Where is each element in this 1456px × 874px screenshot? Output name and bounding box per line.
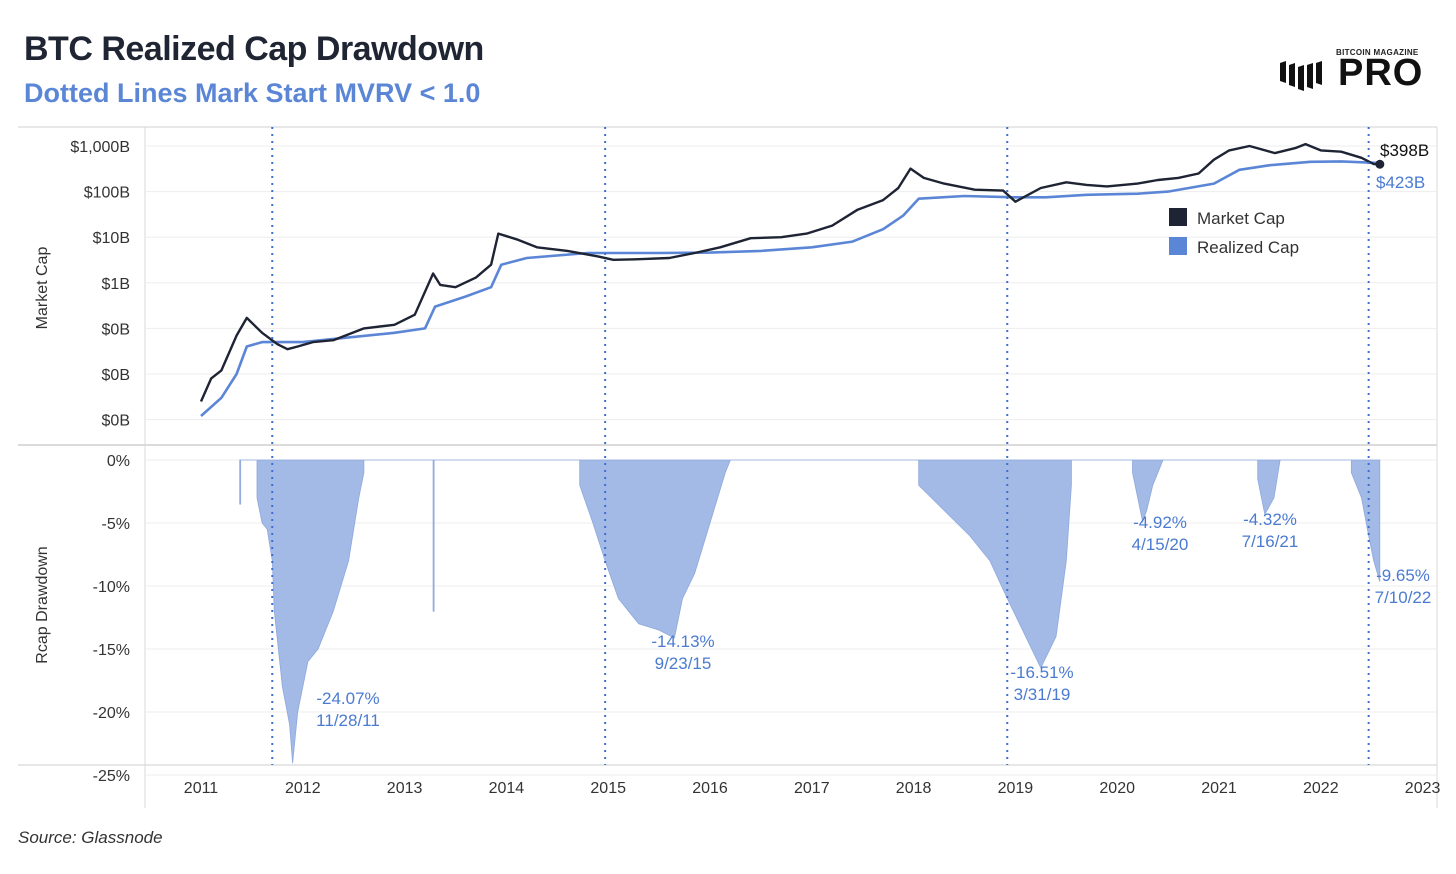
logo-main-text: PRO [1338, 52, 1424, 94]
bitcoin-magazine-pro-logo: BITCOIN MAGAZINE PRO [1280, 48, 1440, 100]
realized-cap-line [200, 160, 1380, 417]
annotation-date: 7/10/22 [1375, 588, 1432, 607]
x-tick-label: 2021 [1201, 780, 1237, 797]
y-axis-title-market-cap: Market Cap [34, 247, 51, 330]
x-tick-label: 2023 [1405, 780, 1441, 797]
end-label-market-cap: $398B [1380, 141, 1429, 160]
x-tick-label: 2012 [285, 780, 321, 797]
x-tick-label: 2017 [794, 780, 830, 797]
mvrv-start-lines [271, 127, 1370, 765]
legend-swatch-realized-cap [1169, 237, 1187, 255]
x-tick-label: 2011 [184, 780, 219, 797]
top-y-tick-label: $0B [102, 321, 130, 338]
annotation-date: 11/28/11 [316, 711, 380, 730]
annotation-drawdown-pct: -24.07% [316, 689, 379, 708]
top-y-tick-label: $1B [102, 276, 130, 293]
y-axis-title-drawdown: Rcap Drawdown [34, 546, 51, 663]
top-y-tick-label: $0B [102, 367, 130, 384]
annotation-date: 3/31/19 [1014, 685, 1071, 704]
drawdown-y-axis: 0% -5% -10% -15% -20% -25% [93, 453, 130, 785]
annotation-drawdown-pct: -9.65% [1376, 566, 1430, 585]
x-tick-label: 2022 [1303, 780, 1339, 797]
x-tick-label: 2020 [1099, 780, 1135, 797]
drawdown-area-group [239, 459, 1381, 764]
bottom-y-tick-label: -10% [93, 579, 130, 596]
legend-label-realized-cap: Realized Cap [1197, 238, 1299, 257]
gridlines [145, 145, 1437, 776]
chart-frame [18, 126, 1438, 808]
legend: Market Cap Realized Cap [1169, 208, 1299, 257]
x-tick-label: 2014 [489, 780, 525, 797]
x-tick-label: 2019 [998, 780, 1034, 797]
annotation-date: 9/23/15 [655, 654, 712, 673]
bottom-y-tick-label: -25% [93, 768, 130, 785]
legend-label-market-cap: Market Cap [1197, 209, 1285, 228]
market-cap-y-axis: $1,000B $100B $10B $1B $0B $0B $0B [70, 139, 130, 430]
bottom-y-tick-label: -20% [93, 705, 130, 722]
top-y-tick-label: $1,000B [70, 139, 130, 156]
top-y-tick-label: $0B [102, 413, 130, 430]
x-tick-label: 2016 [692, 780, 728, 797]
source-note: Source: Glassnode [18, 828, 163, 847]
bottom-y-tick-label: 0% [107, 453, 130, 470]
logo-top-text: BITCOIN MAGAZINE [1336, 48, 1419, 57]
bottom-y-tick-label: -5% [102, 516, 130, 533]
x-tick-label: 2015 [590, 780, 626, 797]
chart-subtitle: Dotted Lines Mark Start MVRV < 1.0 [24, 78, 481, 108]
top-y-tick-label: $10B [93, 230, 130, 247]
x-tick-label: 2018 [896, 780, 932, 797]
logo-bars-icon [1280, 61, 1322, 91]
annotation-drawdown-pct: -4.92% [1133, 513, 1187, 532]
annotation-drawdown-pct: -16.51% [1010, 663, 1073, 682]
end-label-realized-cap: $423B [1376, 173, 1425, 192]
annotation-drawdown-pct: -4.32% [1243, 510, 1297, 529]
x-tick-label: 2013 [387, 780, 423, 797]
legend-swatch-market-cap [1169, 208, 1187, 226]
chart-title: BTC Realized Cap Drawdown [24, 30, 484, 68]
market-cap-line [199, 142, 1380, 402]
drawdown-annotations: -24.07% 11/28/11 -14.13% 9/23/15 -16.51% 3/31… [316, 510, 1431, 730]
year-x-axis: 2011 2012 2013 2014 2015 2016 2017 2018 2019 2020… [184, 780, 1441, 797]
bottom-y-tick-label: -15% [93, 642, 130, 659]
top-y-tick-label: $100B [84, 185, 130, 202]
market-cap-lines-group [199, 142, 1385, 417]
annotation-drawdown-pct: -14.13% [651, 632, 714, 651]
annotation-date: 7/16/21 [1242, 532, 1299, 551]
drawdown-area [239, 459, 1381, 764]
annotation-date: 4/15/20 [1132, 535, 1189, 554]
market-cap-end-point [1375, 159, 1385, 169]
